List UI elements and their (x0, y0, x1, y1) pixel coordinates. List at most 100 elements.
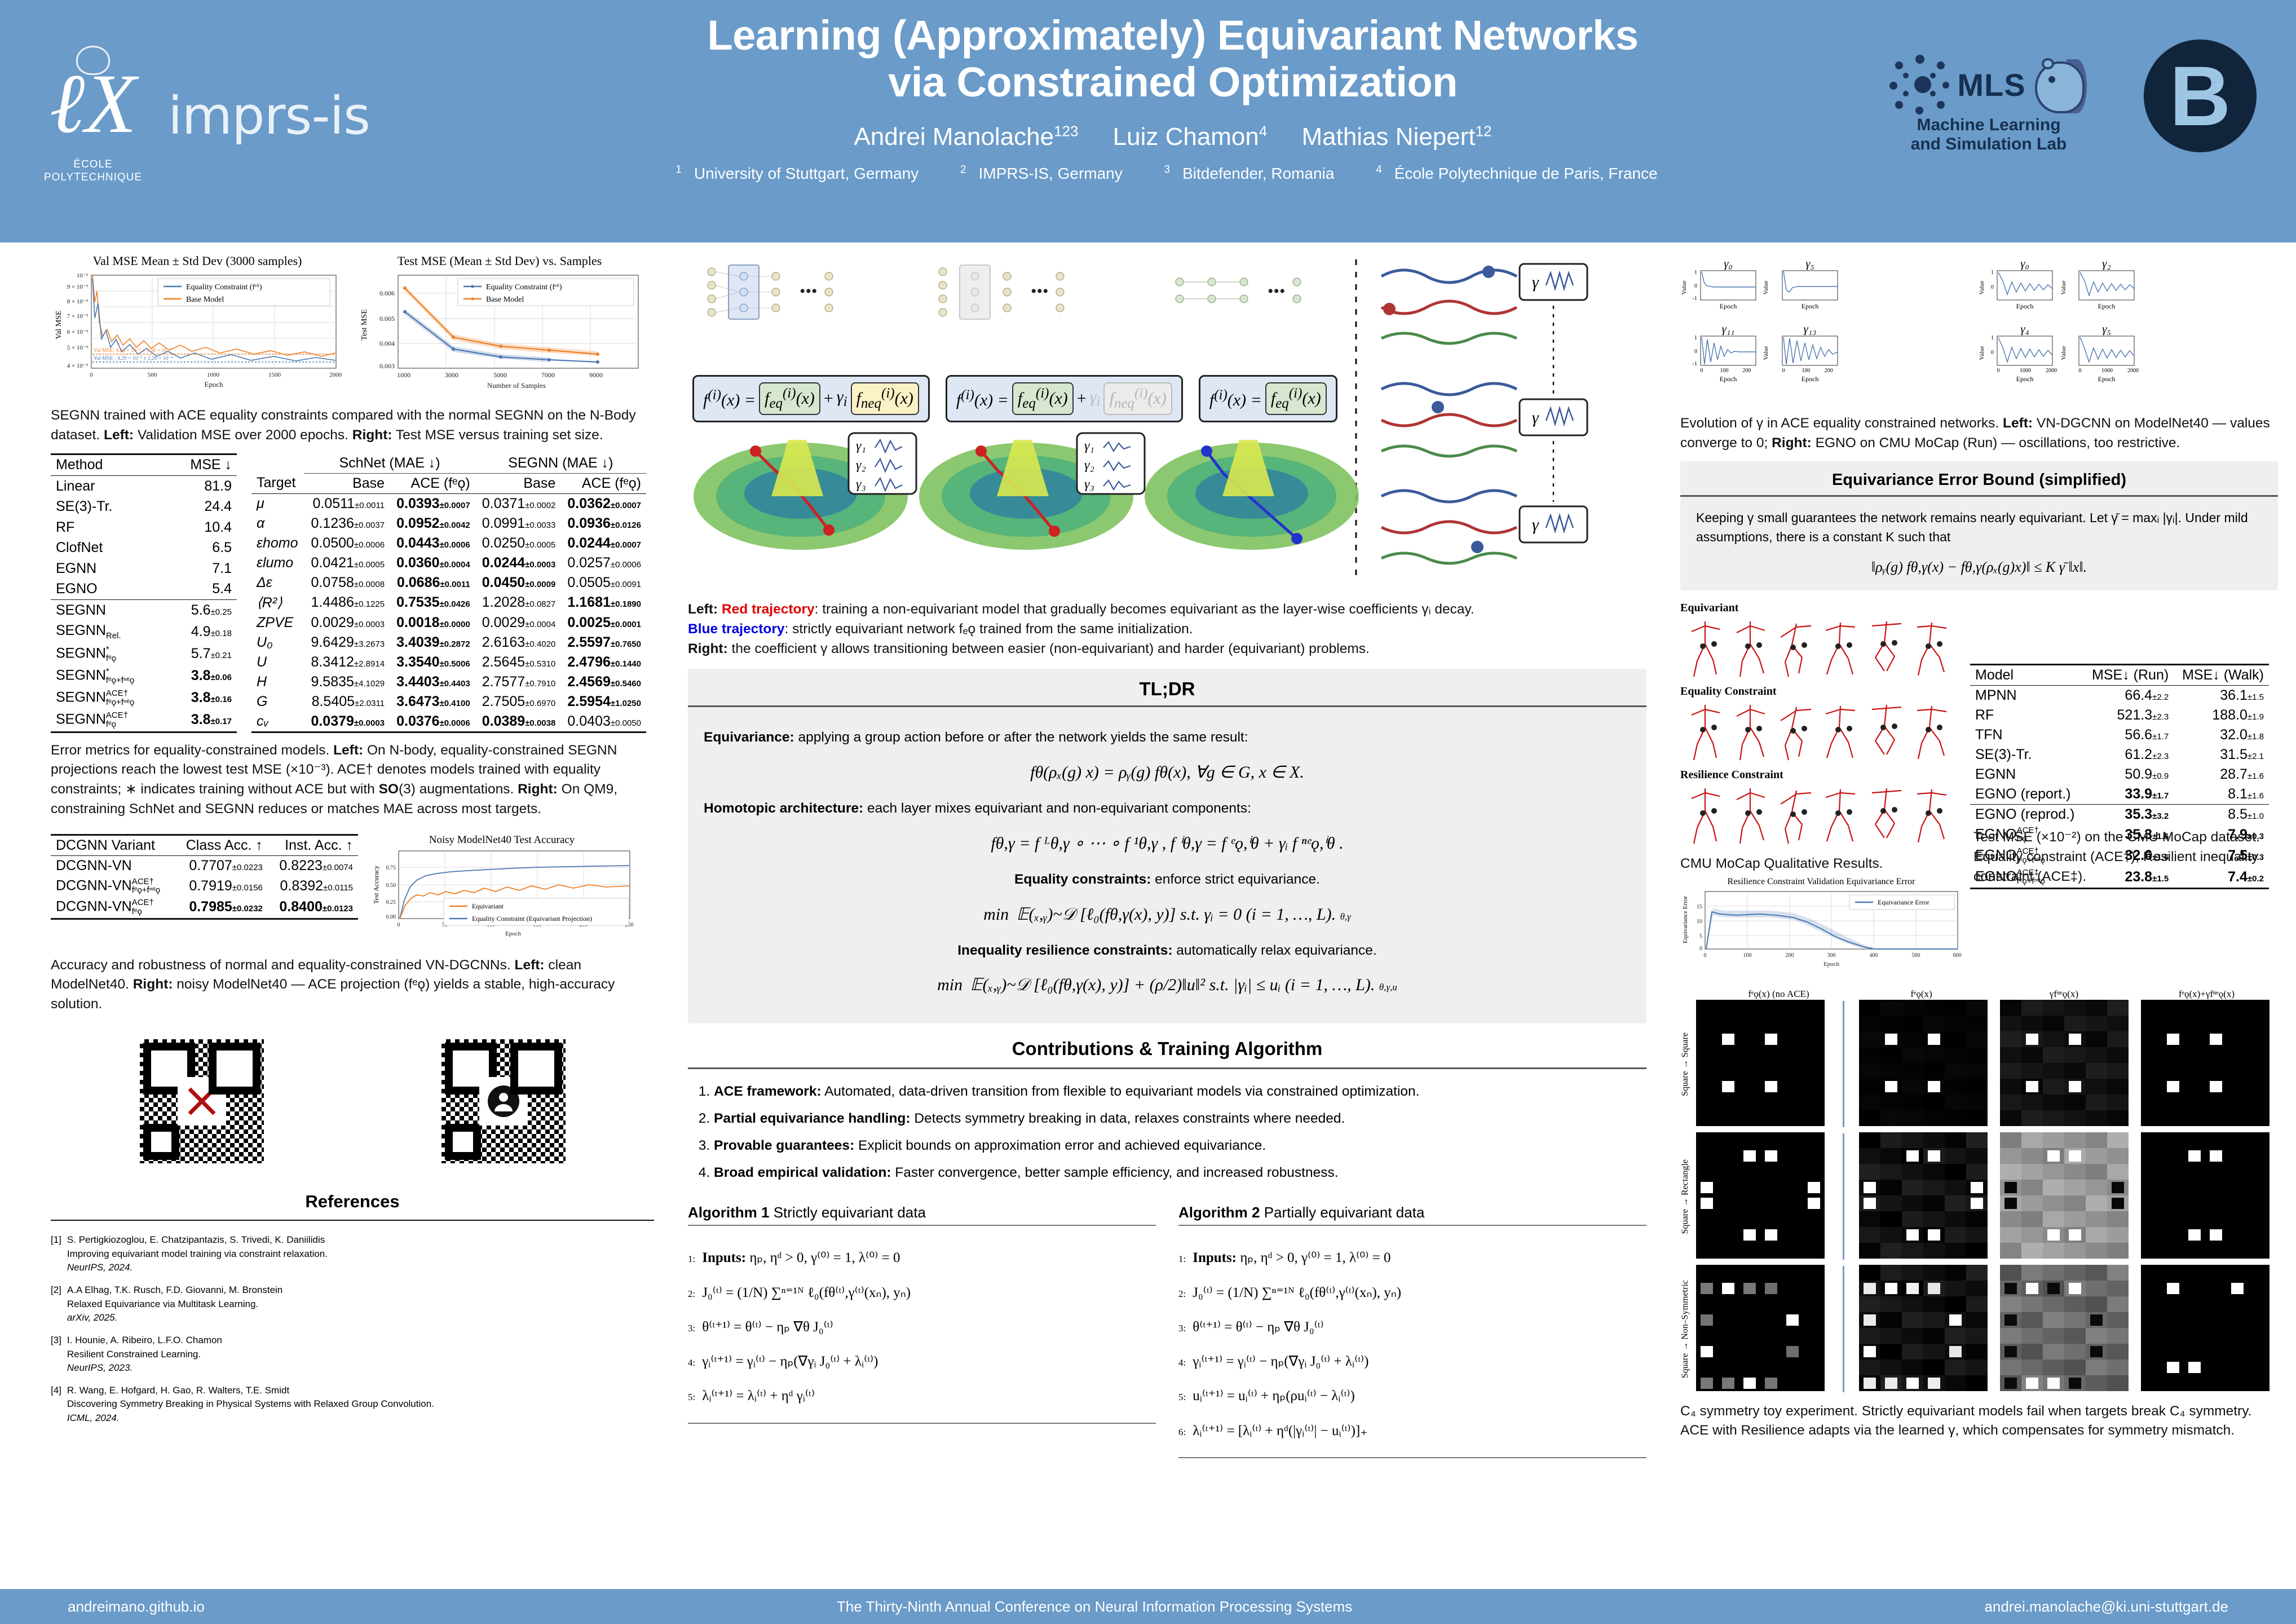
algorithm-line-number: 2: (688, 1288, 696, 1299)
left-charts-row: Val MSE Mean ± Std Dev (3000 samples) 10… (51, 254, 654, 398)
chart-noisy-legend: Equivariant Equality Constraint (Equivar… (443, 898, 629, 926)
c4-tile (2000, 1132, 2129, 1259)
algorithm-line: 2: J₀⁽ᵗ⁾ = (1/N) ∑ⁿ⁼¹ᴺ ℓ₀(fθ⁽ᵗ⁾,γ⁽ᵗ⁾(xₙ),… (1178, 1276, 1646, 1310)
footer-email[interactable]: andrei.manolache@ki.uni-stuttgart.de (1984, 1597, 2228, 1615)
table-row: εlumo 0.0421±0.0005 0.0360±0.0004 0.0244±0.… (257, 554, 641, 571)
algorithm-line-number: 6: (1178, 1426, 1186, 1437)
svg-text:Value: Value (1763, 346, 1769, 360)
qr-code-website[interactable] (134, 1034, 270, 1170)
table-row: Linear 81.9 (51, 475, 237, 497)
svg-text:6 × 10⁻³: 6 × 10⁻³ (67, 329, 89, 336)
algorithm-line-body: λᵢ⁽ᵗ⁺¹⁾ = λᵢ⁽ᵗ⁾ + ηᵈ γᵢ⁽ᵗ⁾ (702, 1388, 815, 1404)
c4-cell (1859, 999, 1988, 1129)
mocap-table-caption: Test MSE (×10⁻²) on the CMU MoCap datase… (1973, 829, 2260, 884)
tldr-item-homotopic: Homotopic architecture: each layer mixes… (704, 798, 1631, 856)
col-mse-run: MSE↓ (Run) (2083, 663, 2174, 686)
col-segnn-base: Base (523, 475, 556, 491)
reference-authors: I. Hounie, A. Ribeiro, L.F.O. Chamon (67, 1334, 222, 1345)
chart-test-mse-legend: Equality Constraint (fᵉ¹) Base Model (457, 278, 634, 306)
table-row: RF 521.3±2.3 188.0±1.9 (1975, 707, 2264, 723)
algorithm-line-number: 4: (1178, 1357, 1186, 1369)
author-3: Mathias Niepert12 (1301, 122, 1492, 151)
author-list: Andrei Manolache123 Luiz Chamon4 Mathias… (609, 123, 1737, 152)
svg-text:•••: ••• (1031, 282, 1049, 301)
svg-text:9 × 10⁻³: 9 × 10⁻³ (67, 284, 89, 290)
layer-equation-2: f(i)(x) = feq(i)(x) + γi fneq(i)(x) (945, 375, 1183, 422)
svg-text:Value: Value (1979, 346, 1985, 360)
reference-number: [2] (51, 1284, 61, 1295)
svg-text:Epoch: Epoch (1720, 302, 1737, 310)
algorithm-line-number: 2: (1178, 1288, 1186, 1299)
c4-col-header-4: fᵉǫ(x)+γfⁿᵉǫ(x) (2178, 988, 2235, 999)
references-divider (51, 1220, 654, 1221)
svg-text:7 × 10⁻³: 7 × 10⁻³ (67, 313, 89, 320)
svg-text:1: 1 (1694, 335, 1697, 341)
group-schnet: SchNet (MAE ↓) (304, 453, 475, 474)
reference-authors: A.A Elhag, T.K. Rusch, F.D. Giovanni, M.… (67, 1284, 283, 1295)
equation-resilience-sub: θ,γ,u (1379, 982, 1397, 993)
equation-resilience: min 𝔼(ₓ,ᵧ)~𝒟 [ℓ₀(fθ,γ(x), y)] + (ρ/2)‖u‖… (937, 976, 1375, 995)
table-header-row: DCGNN Variant Class Acc. ↑ Inst. Acc. ↑ (51, 833, 358, 856)
c4-cell (2000, 1264, 2129, 1394)
qr-center-person-icon (479, 1077, 528, 1126)
layer-equations-row: f(i)(x) = feq(i)(x) + γi fneq(i)(x) f(i)(… (692, 375, 1337, 422)
algorithm-line-body: γᵢ⁽ᵗ⁺¹⁾ = γᵢ⁽ᵗ⁾ − ηₚ(∇γᵢ J₀⁽ᵗ⁾ + λᵢ⁽ᵗ⁾) (702, 1354, 878, 1370)
chart-val-mse-annotation-eq: Val MSE : 4.29 × 10⁻³ ± 2.26 × 10⁻⁴ (94, 356, 173, 361)
svg-text:0: 0 (1991, 350, 1994, 356)
c4-divider (1843, 1133, 1844, 1260)
nbody-results-table: Method MSE ↓ Linear 81.9 SE(3)-Tr. 24.4 RF… (51, 453, 237, 733)
error-bound-panel: Equivariance Error Bound (simplified) Ke… (1680, 461, 2278, 590)
algorithm-line: 1: Inputs: ηₚ, ηᵈ > 0, γ⁽⁰⁾ = 1, λ⁽⁰⁾ = 0 (1178, 1241, 1646, 1275)
poster-title-line2: via Constrained Optimization (888, 58, 1458, 105)
svg-text:γ₀: γ₀ (2020, 257, 2029, 270)
table-row: SEGNN 5.6±0.25 (51, 599, 237, 621)
table-row: DCGNN-VN 0.7707±0.0223 0.8223±0.0074 (51, 855, 358, 876)
c4-row-label: Square → Square (1680, 1032, 1690, 1096)
error-bound-equation: ‖ρᵧ(g) fθ,γ(x) − fθ,γ(ρₓ(g)x)‖ ≤ K γ̄ ‖x… (1871, 558, 2087, 575)
svg-text:γ₁: γ₁ (856, 439, 866, 453)
affiliation-list: 1 University of Stuttgart, Germany 2 IMPRS… (609, 164, 1737, 182)
dcgnn-results-table: DCGNN Variant Class Acc. ↑ Inst. Acc. ↑ … (51, 833, 358, 920)
algorithm-line: 6: λᵢ⁽ᵗ⁺¹⁾ = [λᵢ⁽ᵗ⁾ + ηᵈ(|γᵢ⁽ᵗ⁾| − uᵢ⁽ᵗ⁾)… (1178, 1414, 1646, 1448)
svg-text:0.003: 0.003 (379, 362, 395, 370)
table-row: G 8.5405±2.0311 3.6473±0.4100 2.7505±0.6970… (257, 693, 641, 709)
c4-tile (2141, 999, 2269, 1126)
c4-col-header-2: fᵉǫ(x) (1910, 988, 1932, 999)
svg-text:Value: Value (1681, 280, 1688, 294)
contribution-item: Broad empirical validation: Faster conve… (714, 1159, 1646, 1186)
col-schnet-ace: ACE (fᵉǫ) (410, 475, 470, 491)
reference-number: [3] (51, 1334, 61, 1345)
svg-text:100: 100 (1720, 368, 1729, 374)
svg-text:γ₀: γ₀ (1724, 257, 1733, 270)
mls-lab-logo: MLS Machine Learning and Simulation Lab (1867, 54, 2110, 189)
c4-grid-row: Square → Non–Symmetric (1680, 1264, 2278, 1394)
svg-text:200: 200 (1786, 952, 1794, 959)
col-inst-acc: Inst. Acc. ↑ (267, 833, 358, 856)
svg-text:0: 0 (2079, 368, 2082, 374)
mocap-caption: CMU MoCap Qualitative Results. (1680, 855, 1883, 871)
reference-venue: arXiv, 2025. (67, 1312, 118, 1323)
c4-tile (1696, 1264, 1825, 1391)
algorithm-line-body: J₀⁽ᵗ⁾ = (1/N) ∑ⁿ⁼¹ᴺ ℓ₀(fθ⁽ᵗ⁾,γ⁽ᵗ⁾(xₙ), y… (702, 1285, 911, 1300)
affiliation-2: 2 IMPRS-IS, Germany (960, 164, 1123, 182)
chart-test-mse-title: Test MSE (Mean ± Std Dev) vs. Samples (397, 254, 602, 268)
algorithm-2-box: Algorithm 2 Partially equivariant data 1… (1178, 1204, 1646, 1458)
reference-venue: ICML, 2024. (67, 1413, 120, 1424)
ecole-label: ÉCOLE POLYTECHNIQUE (43, 158, 143, 184)
reference-item: [4] R. Wang, E. Hofgard, H. Gao, R. Walte… (51, 1384, 654, 1426)
svg-text:3000: 3000 (445, 371, 458, 379)
algorithm-line: 5: uᵢ⁽ᵗ⁺¹⁾ = uᵢ⁽ᵗ⁾ + ηₚ(ρuᵢ⁽ᵗ⁾ − λᵢ⁽ᵗ⁾) (1178, 1379, 1646, 1413)
svg-text:5000: 5000 (493, 371, 507, 379)
hedgehog-icon (2032, 54, 2088, 116)
col-class-acc: Class Acc. ↑ (174, 833, 268, 856)
references-section: References [1] S. Pertigkiozoglou, E. Cha… (51, 1191, 654, 1426)
table-group-header-row: SchNet (MAE ↓) SEGNN (MAE ↓) (251, 453, 646, 474)
footer-website[interactable]: andreimano.github.io (68, 1597, 205, 1615)
chart-resilience-svg: 15 10 5 0 0 100 200 300 400 500 600 Epoch Equ… (1682, 891, 1962, 968)
reference-item: [1] S. Pertigkiozoglou, E. Chatzipantazis… (51, 1233, 654, 1275)
algorithm-line: 3: θ⁽ᵗ⁺¹⁾ = θ⁽ᵗ⁾ − ηₚ ∇θ J₀⁽ᵗ⁾ (1178, 1310, 1646, 1344)
tldr-title: TL;DR (688, 669, 1646, 708)
svg-text:4 × 10⁻³: 4 × 10⁻³ (67, 363, 89, 369)
qr-code-contact[interactable] (435, 1034, 571, 1170)
